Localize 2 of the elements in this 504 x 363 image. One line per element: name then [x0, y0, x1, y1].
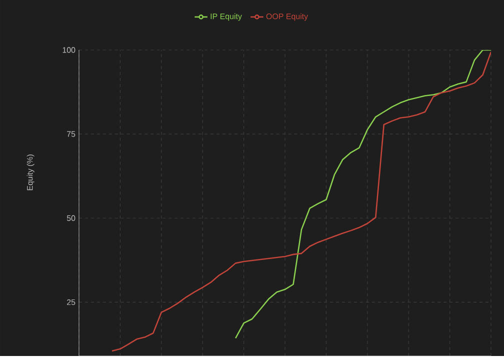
line-series — [234, 50, 491, 339]
line-series — [111, 51, 491, 352]
